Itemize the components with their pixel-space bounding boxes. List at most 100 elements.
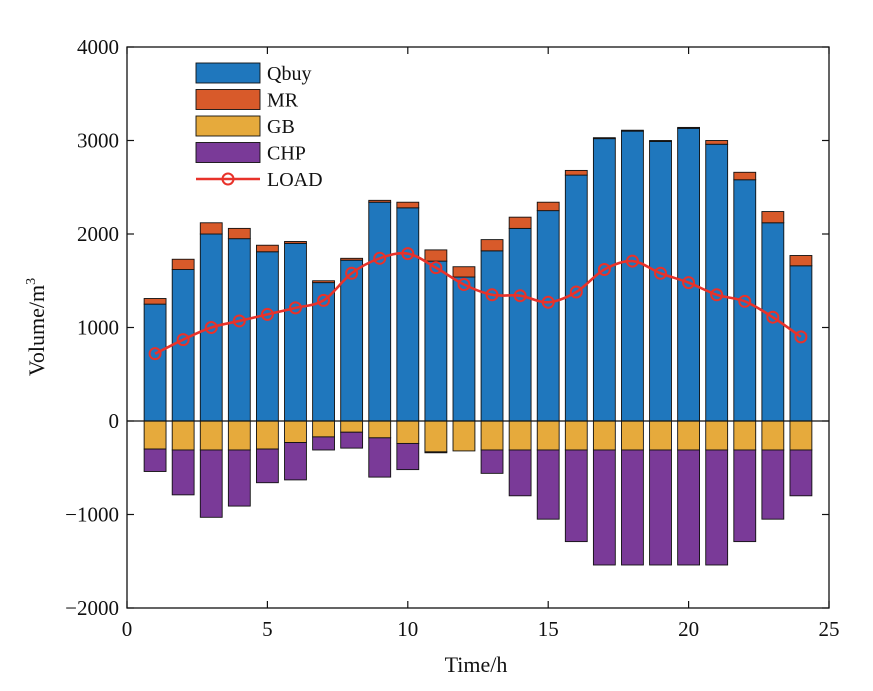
bar-qbuy-6 <box>284 242 307 422</box>
bar-chp-5 <box>255 448 279 484</box>
bar-chp-11 <box>424 451 448 454</box>
bar-chp-21 <box>705 449 729 566</box>
bar-chp-19 <box>649 449 672 566</box>
legend-label-qbuy: Qbuy <box>267 63 311 85</box>
y-axis-title-superscript: 3 <box>24 278 39 285</box>
x-tick-label-20: 20 <box>678 617 699 641</box>
y-tick-label-3000: 3000 <box>77 129 119 153</box>
bar-gb-16 <box>564 420 588 451</box>
bar-chp-1 <box>143 448 167 472</box>
bar-qbuy-13 <box>480 250 504 422</box>
point-load-6 <box>288 301 302 315</box>
bar-qbuy-14 <box>508 227 532 422</box>
bar-mr-4 <box>227 227 251 240</box>
bar-mr-13 <box>480 239 504 252</box>
y-axis-title-base: Volume/m <box>24 285 49 376</box>
bar-chp-8 <box>340 431 364 449</box>
bar-qbuy-21 <box>705 143 729 422</box>
bar-mr-24 <box>789 255 813 267</box>
bar-mr-20 <box>677 126 701 129</box>
bar-mr-6 <box>284 241 307 244</box>
bar-qbuy-9 <box>368 201 392 422</box>
bar-gb-8 <box>340 420 364 433</box>
bar-chp-3 <box>199 449 223 518</box>
load-line-group <box>148 247 808 361</box>
bar-qbuy-12 <box>452 276 476 422</box>
point-load-4 <box>232 314 246 328</box>
bar-mr-8 <box>340 257 364 261</box>
point-load-23 <box>766 310 780 324</box>
point-load-19 <box>654 266 668 280</box>
point-load-17 <box>597 263 611 277</box>
bar-mr-1 <box>143 298 167 305</box>
point-load-22 <box>738 294 752 308</box>
bar-gb-19 <box>649 420 672 451</box>
legend: Qbuy MR GB CHP LOAD <box>195 62 323 191</box>
legend-label-load: LOAD <box>267 169 323 191</box>
point-load-14 <box>513 289 527 303</box>
bar-chp-17 <box>592 449 616 566</box>
bar-qbuy-5 <box>255 251 279 422</box>
bar-mr-21 <box>705 140 729 145</box>
bar-gb-5 <box>255 420 279 450</box>
bar-qbuy-11 <box>424 260 448 422</box>
bar-mr-11 <box>424 249 448 262</box>
bar-qbuy-4 <box>227 238 251 422</box>
point-load-11 <box>429 261 443 275</box>
legend-swatch-qbuy <box>195 62 261 84</box>
bar-mr-23 <box>761 211 785 224</box>
point-load-12 <box>457 277 471 291</box>
point-load-15 <box>541 295 555 309</box>
bar-mr-5 <box>255 244 279 253</box>
point-load-13 <box>485 288 499 302</box>
point-load-18 <box>625 254 639 268</box>
axis-ticks <box>126 46 830 609</box>
bar-qbuy-15 <box>536 210 560 422</box>
bar-mr-2 <box>171 258 195 270</box>
legend-marker-load <box>221 172 235 186</box>
bar-gb-22 <box>733 420 757 451</box>
bar-chp-24 <box>789 449 813 497</box>
bar-gb-11 <box>424 420 448 453</box>
bar-gb-2 <box>171 420 195 451</box>
bar-chp-7 <box>312 436 335 451</box>
y-tick-label-1000: 1000 <box>77 316 119 340</box>
bar-gb-1 <box>143 420 167 450</box>
bar-qbuy-8 <box>340 259 364 422</box>
point-load-5 <box>260 307 274 321</box>
y-axis-title: Volume/m3 <box>24 278 49 376</box>
y-tick-label-2000: 2000 <box>77 222 119 246</box>
bar-gb-7 <box>312 420 335 438</box>
bar-mr-17 <box>592 137 616 140</box>
x-tick-label-25: 25 <box>819 617 840 641</box>
bar-mr-18 <box>621 129 644 132</box>
point-load-10 <box>401 247 415 261</box>
bar-chp-16 <box>564 449 588 543</box>
plot-bars <box>143 126 813 566</box>
y-tick-label-4000: 4000 <box>77 35 119 59</box>
bar-gb-17 <box>592 420 616 451</box>
bar-mr-19 <box>649 140 672 142</box>
point-load-8 <box>345 266 359 280</box>
bar-gb-4 <box>227 420 251 451</box>
legend-label-chp: CHP <box>267 143 306 165</box>
point-load-20 <box>682 276 696 290</box>
bar-chp-9 <box>368 437 392 478</box>
bar-qbuy-17 <box>592 138 616 422</box>
line-load <box>154 251 802 355</box>
bar-gb-12 <box>452 420 476 452</box>
bar-gb-15 <box>536 420 560 451</box>
bar-chp-4 <box>227 449 251 507</box>
bar-gb-10 <box>396 420 420 444</box>
bar-gb-6 <box>284 420 307 443</box>
x-axis-title: Time/h <box>445 652 508 677</box>
bar-gb-24 <box>789 420 813 451</box>
bar-qbuy-18 <box>621 130 644 422</box>
bar-gb-21 <box>705 420 729 451</box>
bar-mr-14 <box>508 216 532 229</box>
point-load-3 <box>204 321 218 334</box>
bar-mr-16 <box>564 169 588 176</box>
point-load-16 <box>569 285 583 299</box>
bar-gb-23 <box>761 420 785 451</box>
